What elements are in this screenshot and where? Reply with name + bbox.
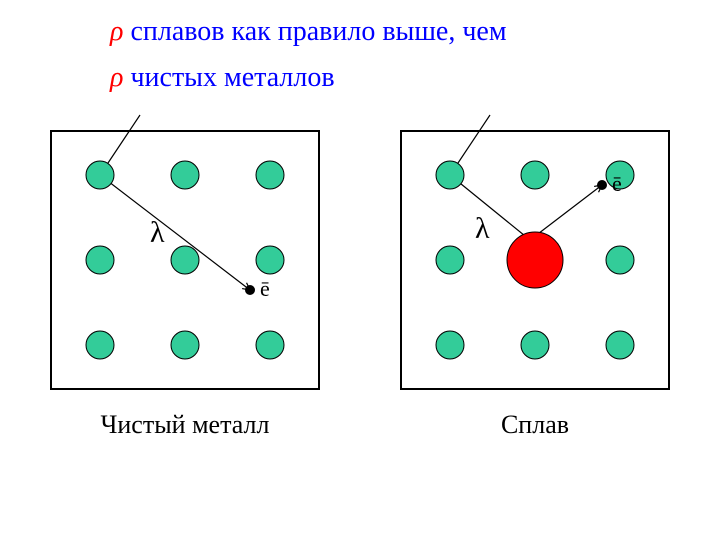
svg-text:λ: λ [150, 216, 165, 249]
rho-1: ρ [110, 16, 123, 47]
title-line-2: ρ чистых металлов [110, 62, 335, 94]
svg-text:ē: ē [260, 276, 270, 301]
title-line-1: ρ сплавов как правило выше, чем [110, 16, 507, 48]
pure-metal-caption: Чистый металл [50, 410, 320, 440]
alloy-caption: Сплав [400, 410, 670, 440]
title-text-2: чистых металлов [123, 62, 334, 93]
alloy-diagram: ēλ [400, 130, 670, 390]
rho-2: ρ [110, 62, 123, 93]
title-text-1: сплавов как правило выше, чем [123, 16, 506, 47]
svg-text:ē: ē [612, 171, 622, 196]
pure-metal-diagram: ēλ [50, 130, 320, 390]
svg-text:λ: λ [475, 212, 490, 245]
